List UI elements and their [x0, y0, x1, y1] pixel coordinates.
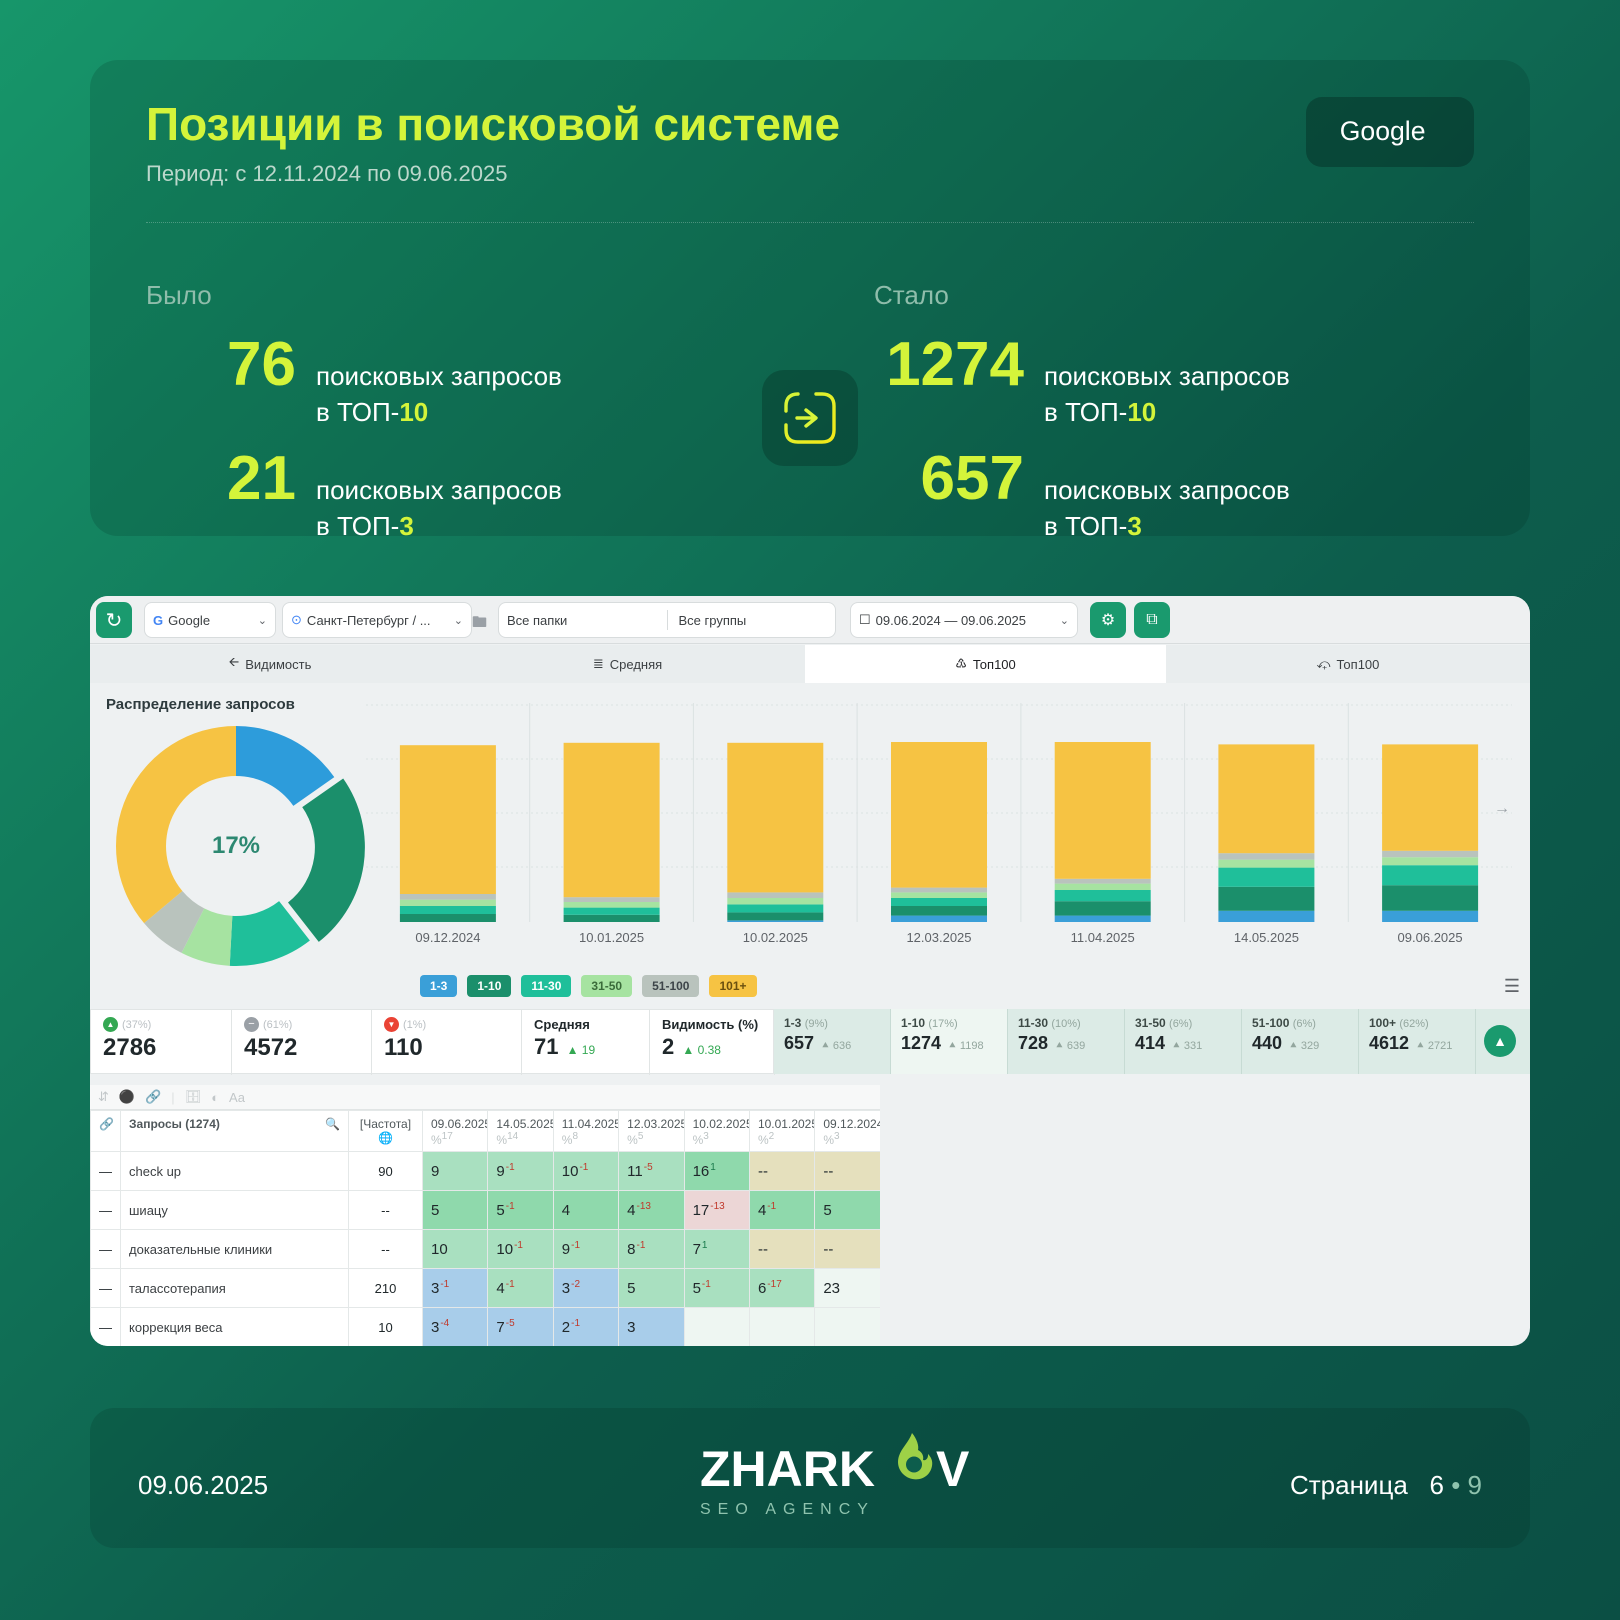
svg-text:09.12.2024: 09.12.2024 — [415, 930, 480, 945]
svg-text:ZHARK: ZHARK — [700, 1441, 875, 1497]
svg-text:12.03.2025: 12.03.2025 — [906, 930, 971, 945]
svg-text:09.06.2025: 09.06.2025 — [1398, 930, 1463, 945]
svg-text:SEO AGENCY: SEO AGENCY — [700, 1501, 875, 1518]
svg-text:10.02.2025: 10.02.2025 — [743, 930, 808, 945]
svg-text:14.05.2025: 14.05.2025 — [1234, 930, 1299, 945]
svg-text:10.01.2025: 10.01.2025 — [579, 930, 644, 945]
svg-text:V: V — [936, 1441, 970, 1497]
svg-text:Google: Google — [1340, 116, 1426, 146]
svg-text:11.04.2025: 11.04.2025 — [1071, 930, 1135, 945]
svg-text:→: → — [1494, 800, 1510, 817]
